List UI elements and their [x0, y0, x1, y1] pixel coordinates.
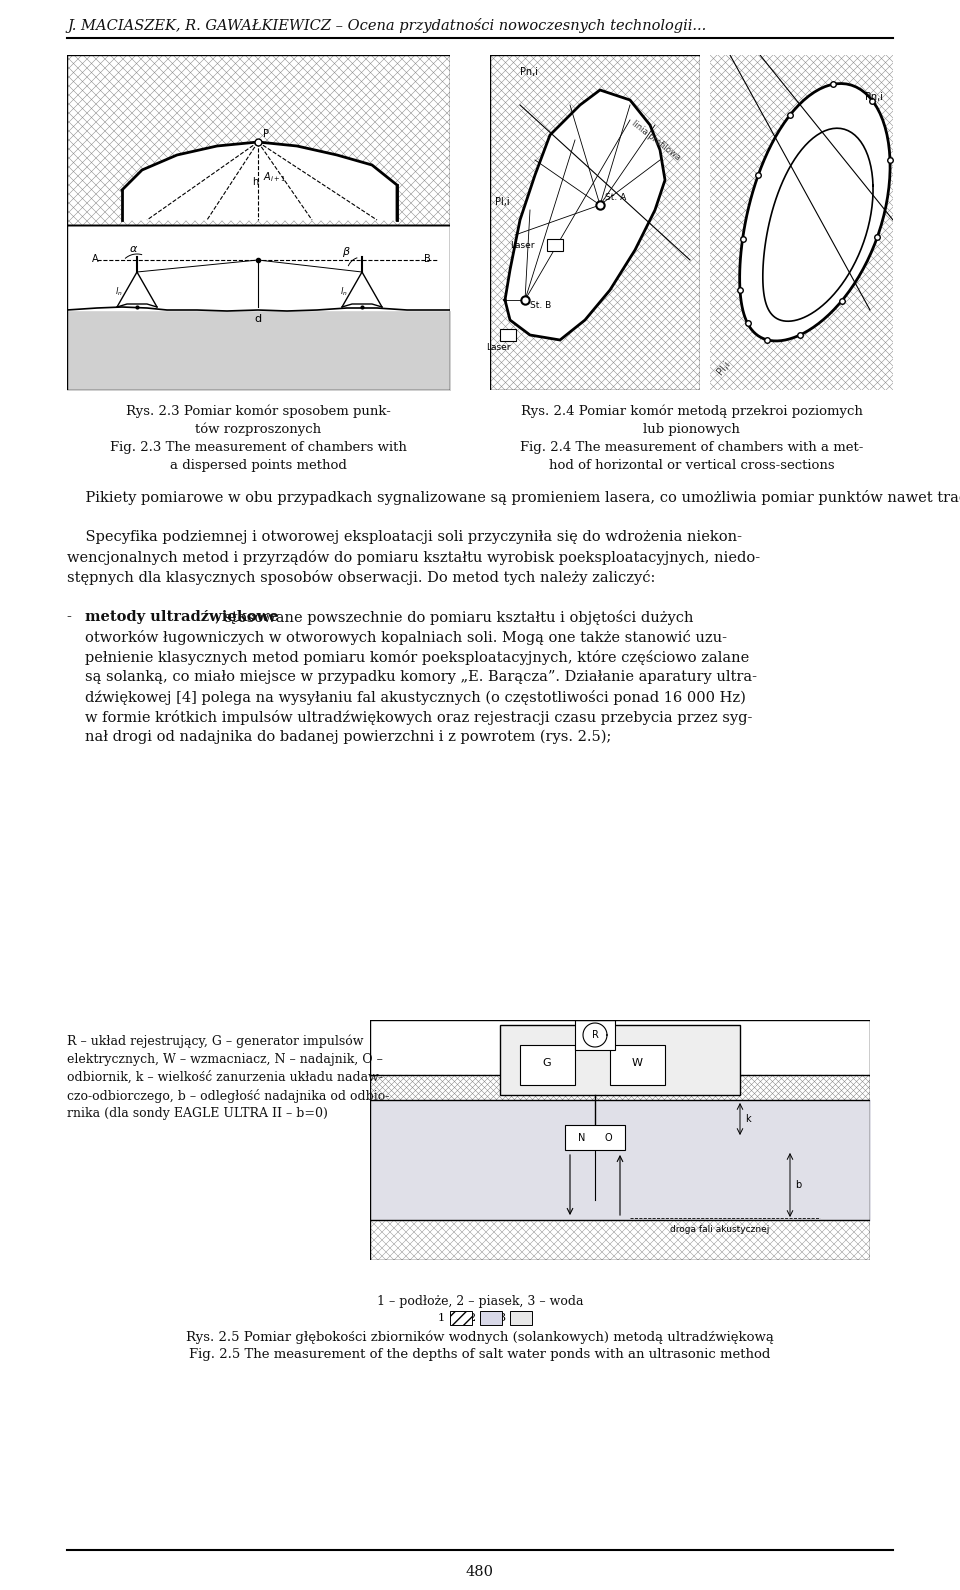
- Text: $l_n$: $l_n$: [340, 285, 348, 297]
- Text: $l_n$: $l_n$: [115, 285, 123, 297]
- Text: dźwiękowej [4] polega na wysyłaniu fal akustycznych (o częstotliwości ponad 16 0: dźwiękowej [4] polega na wysyłaniu fal a…: [85, 690, 746, 704]
- Bar: [500, 329, 516, 340]
- Text: 1: 1: [438, 1313, 445, 1323]
- Text: Rys. 2.4 Pomiar komór metodą przekroi poziomych: Rys. 2.4 Pomiar komór metodą przekroi po…: [520, 405, 862, 418]
- Text: b: b: [795, 1180, 802, 1189]
- Text: B: B: [423, 254, 430, 264]
- Text: tów rozproszonych: tów rozproszonych: [196, 423, 322, 437]
- Text: J. MACIASZEK, R. GAWAŁKIEWICZ – Ocena przydatności nowoczesnych technologii...: J. MACIASZEK, R. GAWAŁKIEWICZ – Ocena pr…: [67, 17, 707, 33]
- Text: w formie krótkich impulsów ultradźwiękowych oraz rejestracji czasu przebycia prz: w formie krótkich impulsów ultradźwiękow…: [85, 711, 753, 725]
- Text: Pn,i: Pn,i: [865, 92, 883, 102]
- Text: wencjonalnych metod i przyrządów do pomiaru kształtu wyrobisk poeksploatacyjnych: wencjonalnych metod i przyrządów do pomi…: [67, 550, 760, 564]
- Bar: [480, 1312, 502, 1324]
- Text: hod of horizontal or vertical cross-sections: hod of horizontal or vertical cross-sect…: [549, 460, 834, 472]
- Bar: [450, 1312, 472, 1324]
- Text: G: G: [542, 1057, 551, 1068]
- Text: 1 – podłoże, 2 – piasek, 3 – woda: 1 – podłoże, 2 – piasek, 3 – woda: [376, 1294, 584, 1309]
- Bar: [547, 238, 563, 251]
- Text: d: d: [254, 313, 261, 324]
- Text: nał drogi od nadajnika do badanej powierzchni i z powrotem (rys. 2.5);: nał drogi od nadajnika do badanej powier…: [85, 730, 612, 744]
- Text: A: A: [92, 254, 98, 264]
- Text: Laser: Laser: [486, 343, 511, 351]
- Text: 3: 3: [498, 1313, 505, 1323]
- Bar: [565, 1126, 625, 1150]
- Text: 2: 2: [468, 1313, 475, 1323]
- Text: $A_{i+1}$: $A_{i+1}$: [263, 170, 286, 184]
- Text: rnika (dla sondy EAGLE ULTRA II – b=0): rnika (dla sondy EAGLE ULTRA II – b=0): [67, 1107, 328, 1119]
- Text: linia profilowa: linia profilowa: [630, 119, 682, 162]
- Bar: [575, 1021, 615, 1049]
- Text: Fig. 2.4 The measurement of chambers with a met-: Fig. 2.4 The measurement of chambers wit…: [519, 440, 863, 455]
- Text: otworków ługowniczych w otworowych kopalniach soli. Mogą one także stanowić uzu-: otworków ługowniczych w otworowych kopal…: [85, 630, 727, 646]
- Text: lub pionowych: lub pionowych: [643, 423, 740, 436]
- Text: Fig. 2.5 The measurement of the depths of salt water ponds with an ultrasonic me: Fig. 2.5 The measurement of the depths o…: [189, 1348, 771, 1361]
- Text: Specyfika podziemnej i otworowej eksploatacji soli przyczyniła się do wdrożenia : Specyfika podziemnej i otworowej eksploa…: [67, 529, 742, 544]
- Text: czo-odbiorczego, b – odległość nadajnika od odbio-: czo-odbiorczego, b – odległość nadajnika…: [67, 1089, 390, 1103]
- Text: h: h: [252, 176, 258, 188]
- Text: są solanką, co miało miejsce w przypadku komory „E. Barącza”. Działanie aparatur: są solanką, co miało miejsce w przypadku…: [85, 669, 757, 684]
- Text: Laser: Laser: [511, 242, 535, 250]
- Text: O: O: [604, 1134, 612, 1143]
- Text: elektrycznych, W – wzmacniacz, N – nadajnik, O –: elektrycznych, W – wzmacniacz, N – nadaj…: [67, 1053, 383, 1065]
- Bar: [520, 1045, 575, 1084]
- Text: metody ultradźwiękowe: metody ultradźwiękowe: [85, 611, 278, 623]
- Text: Rys. 2.5 Pomiar głębokości zbiorników wodnych (solankowych) metodą ultradźwiękow: Rys. 2.5 Pomiar głębokości zbiorników wo…: [186, 1329, 774, 1344]
- Text: -: -: [67, 611, 77, 623]
- Text: Pl,i: Pl,i: [495, 197, 510, 207]
- Text: , stosowane powszechnie do pomiaru kształtu i objętości dużych: , stosowane powszechnie do pomiaru kszta…: [215, 611, 694, 625]
- Text: R – układ rejestrujący, G – generator impulsów: R – układ rejestrujący, G – generator im…: [67, 1035, 364, 1048]
- Text: odbiornik, k – wielkość zanurzenia układu nadaw-: odbiornik, k – wielkość zanurzenia układ…: [67, 1072, 383, 1084]
- Text: Pikiety pomiarowe w obu przypadkach sygnalizowane są promieniem lasera, co umożl: Pikiety pomiarowe w obu przypadkach sygn…: [67, 490, 960, 506]
- Polygon shape: [505, 91, 665, 340]
- Bar: [510, 1312, 532, 1324]
- Text: N: N: [578, 1134, 586, 1143]
- Text: Pl,i: Pl,i: [715, 359, 732, 377]
- Text: 480: 480: [466, 1565, 494, 1579]
- Text: stępnych dla klasycznych sposobów obserwacji. Do metod tych należy zaliczyć:: stępnych dla klasycznych sposobów obserw…: [67, 569, 656, 585]
- Text: $\beta$: $\beta$: [342, 245, 350, 259]
- Bar: [610, 1045, 665, 1084]
- Text: a dispersed points method: a dispersed points method: [170, 460, 347, 472]
- Text: St. B: St. B: [530, 301, 551, 310]
- Text: Fig. 2.3 The measurement of chambers with: Fig. 2.3 The measurement of chambers wit…: [110, 440, 407, 455]
- Polygon shape: [122, 142, 397, 219]
- Text: R: R: [591, 1030, 598, 1040]
- Text: P: P: [263, 129, 269, 138]
- Polygon shape: [763, 129, 873, 321]
- Text: droga fali akustycznej: droga fali akustycznej: [670, 1224, 769, 1234]
- Text: pełnienie klasycznych metod pomiaru komór poeksploatacyjnych, które częściowo za: pełnienie klasycznych metod pomiaru komó…: [85, 650, 749, 665]
- Text: St. A: St. A: [605, 192, 626, 202]
- Polygon shape: [739, 84, 890, 340]
- Text: $\alpha$: $\alpha$: [129, 243, 138, 254]
- Text: Rys. 2.3 Pomiar komór sposobem punk-: Rys. 2.3 Pomiar komór sposobem punk-: [126, 405, 391, 418]
- Text: k: k: [745, 1115, 751, 1124]
- Bar: [500, 1026, 740, 1096]
- Text: W: W: [632, 1057, 642, 1068]
- Text: Pn,i: Pn,i: [520, 67, 538, 76]
